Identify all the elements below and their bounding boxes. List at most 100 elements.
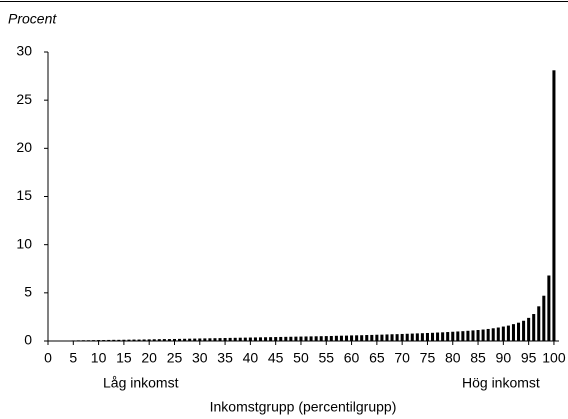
bar bbox=[193, 338, 197, 341]
bar bbox=[319, 336, 323, 341]
x-tick-label: 45 bbox=[268, 350, 284, 366]
bar bbox=[132, 339, 136, 341]
bar bbox=[420, 333, 424, 341]
bar bbox=[76, 340, 80, 341]
bar bbox=[218, 338, 222, 341]
bar bbox=[304, 336, 308, 341]
bar bbox=[238, 337, 242, 341]
bar bbox=[71, 340, 75, 341]
x-tick-label: 55 bbox=[318, 350, 334, 366]
bar bbox=[299, 336, 303, 341]
bar bbox=[339, 335, 343, 341]
bar bbox=[152, 339, 156, 341]
bar bbox=[552, 70, 556, 341]
bar bbox=[142, 339, 146, 341]
bar bbox=[81, 340, 85, 341]
bar bbox=[456, 331, 460, 341]
bar bbox=[370, 334, 374, 341]
bar bbox=[102, 340, 106, 341]
bar bbox=[471, 330, 475, 341]
bar bbox=[415, 333, 419, 341]
x-tick-label: 10 bbox=[91, 350, 107, 366]
bar bbox=[223, 338, 227, 341]
x-tick-label: 70 bbox=[394, 350, 410, 366]
bar bbox=[395, 334, 399, 341]
y-tick-label: 20 bbox=[16, 139, 32, 155]
x-tick-label: 25 bbox=[167, 350, 183, 366]
bar bbox=[112, 339, 116, 341]
bar bbox=[253, 337, 257, 341]
bar bbox=[97, 340, 101, 341]
x-tick-label: 5 bbox=[69, 350, 77, 366]
bar bbox=[324, 336, 328, 341]
x-tick-label: 40 bbox=[243, 350, 259, 366]
x-tick-label: 15 bbox=[116, 350, 132, 366]
bar bbox=[157, 339, 161, 341]
x-tick-label: 50 bbox=[293, 350, 309, 366]
bar bbox=[511, 324, 515, 341]
bar bbox=[334, 335, 338, 341]
bar bbox=[188, 338, 192, 341]
x-tick-label: 100 bbox=[542, 350, 566, 366]
x-tick-label: 65 bbox=[369, 350, 385, 366]
bar bbox=[228, 337, 232, 341]
bar bbox=[547, 275, 551, 341]
bar bbox=[491, 328, 495, 341]
bar bbox=[107, 339, 111, 341]
bar bbox=[294, 336, 298, 341]
bar bbox=[486, 328, 490, 341]
bar bbox=[466, 330, 470, 341]
bar bbox=[517, 322, 521, 341]
bar bbox=[127, 339, 131, 341]
bar bbox=[92, 340, 96, 341]
bar bbox=[537, 306, 541, 341]
bar bbox=[172, 338, 177, 341]
x-tick-label: 90 bbox=[496, 350, 512, 366]
bar bbox=[243, 337, 247, 341]
bar bbox=[481, 329, 485, 341]
bar bbox=[289, 336, 293, 341]
bar bbox=[269, 337, 273, 341]
bar bbox=[178, 338, 182, 341]
y-tick-label: 10 bbox=[16, 235, 32, 251]
bar bbox=[248, 337, 252, 341]
bar bbox=[203, 338, 207, 341]
bar bbox=[476, 330, 480, 341]
bar bbox=[522, 320, 526, 341]
bar bbox=[350, 335, 354, 341]
bar bbox=[365, 335, 369, 341]
x-tick-label: 80 bbox=[445, 350, 461, 366]
bar bbox=[264, 337, 268, 341]
bar bbox=[274, 337, 278, 341]
bar bbox=[405, 333, 409, 341]
x-axis-label: Inkomstgrupp (percentilgrupp) bbox=[210, 399, 397, 415]
bar bbox=[208, 338, 212, 341]
annotation: Hög inkomst bbox=[462, 375, 540, 391]
bar bbox=[542, 295, 546, 341]
bar bbox=[360, 335, 364, 341]
bar bbox=[162, 339, 166, 341]
y-tick-label: 30 bbox=[16, 43, 32, 59]
bar bbox=[400, 333, 404, 341]
y-tick-label: 15 bbox=[16, 187, 32, 203]
bar bbox=[284, 336, 288, 341]
bar bbox=[451, 331, 455, 341]
bar bbox=[309, 336, 313, 341]
bar bbox=[314, 336, 318, 341]
x-tick-label: 30 bbox=[192, 350, 208, 366]
y-tick-label: 5 bbox=[24, 284, 32, 300]
bar bbox=[355, 335, 359, 341]
bar bbox=[496, 327, 500, 341]
bar bbox=[441, 332, 445, 341]
x-tick-label: 85 bbox=[470, 350, 486, 366]
bar bbox=[183, 338, 187, 341]
bar bbox=[147, 339, 151, 341]
bar bbox=[233, 337, 237, 341]
bar bbox=[390, 334, 394, 341]
bar bbox=[385, 334, 389, 341]
bar bbox=[506, 325, 510, 341]
bar bbox=[122, 339, 126, 341]
bar bbox=[137, 339, 141, 341]
bar bbox=[380, 334, 384, 341]
